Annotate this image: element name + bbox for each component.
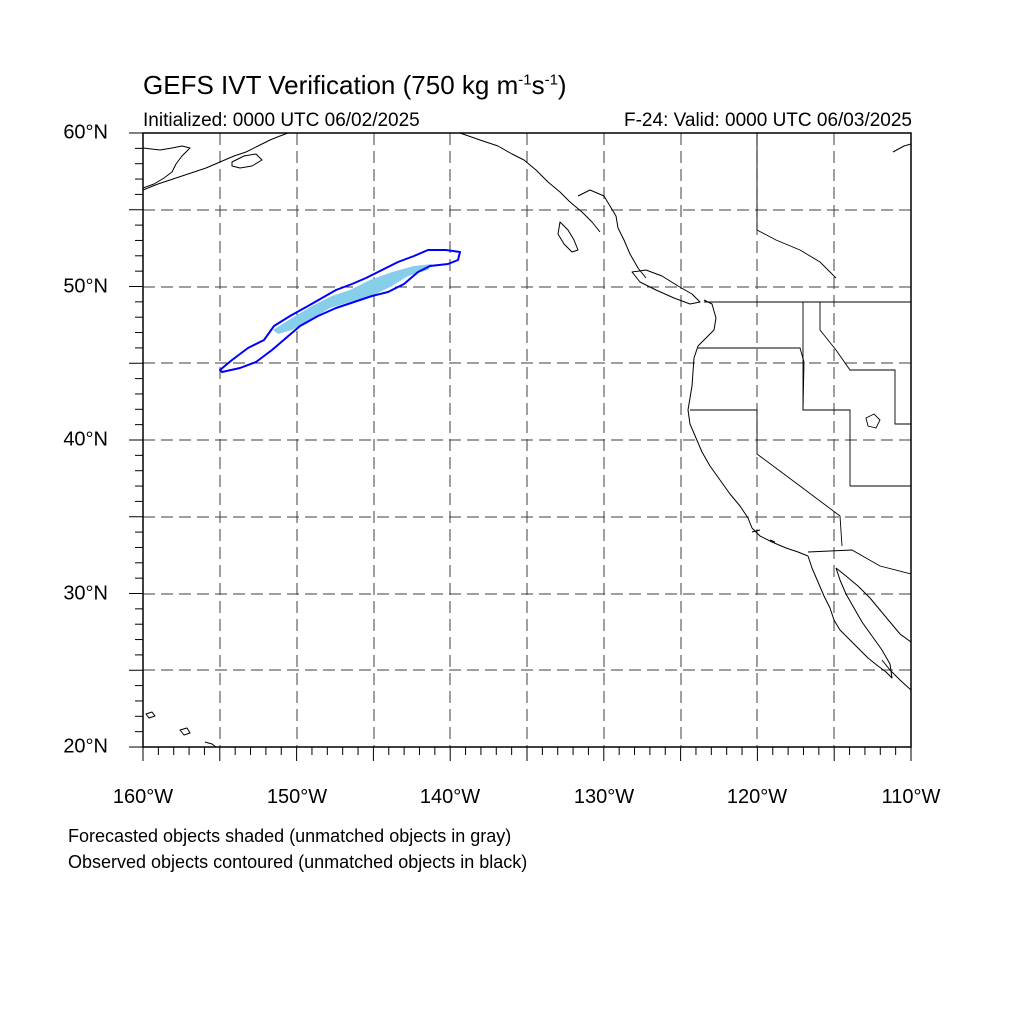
lat-label-20: 20°N bbox=[63, 735, 108, 758]
vancouver-island bbox=[631, 269, 701, 305]
lon-label-130w: 130°W bbox=[573, 786, 635, 808]
observed-ivt-contour bbox=[219, 249, 461, 373]
southeast-alaska-coast bbox=[459, 133, 601, 233]
hawaii-oahu bbox=[145, 711, 156, 719]
hawaii-maui bbox=[179, 727, 191, 736]
axis-ticks bbox=[129, 132, 912, 761]
alaska-peninsula-coast bbox=[143, 133, 289, 191]
lat-label-30: 30°N bbox=[63, 582, 108, 605]
observed-note: Observed objects contoured (unmatched ob… bbox=[68, 852, 528, 872]
lat-label-40: 40°N bbox=[63, 428, 108, 451]
lon-label-110w: 110°W bbox=[881, 786, 941, 808]
us-west-coast bbox=[687, 299, 809, 557]
forecast-note: Forecasted objects shaded (unmatched obj… bbox=[68, 826, 512, 846]
bc-coastline bbox=[577, 189, 647, 279]
lon-label-140w: 140°W bbox=[419, 786, 481, 808]
california-border bbox=[690, 409, 843, 547]
lon-label-120w: 120°W bbox=[726, 786, 788, 808]
kodiak-island bbox=[231, 153, 263, 169]
lon-label-150w: 150°W bbox=[266, 786, 328, 808]
mexico-mainland-coast bbox=[835, 567, 911, 643]
baja-california bbox=[807, 555, 893, 679]
lat-label-60: 60°N bbox=[63, 121, 108, 144]
lat-lon-grid bbox=[143, 133, 911, 747]
channel-islands bbox=[751, 529, 776, 543]
chart-title: GEFS IVT Verification (750 kg m-1s-1) bbox=[143, 70, 567, 100]
us-mexico-border bbox=[807, 549, 911, 575]
great-salt-lake bbox=[865, 413, 881, 429]
mexico-pacific-coast bbox=[881, 659, 911, 691]
idaho-border bbox=[802, 302, 851, 486]
forecast-ivt-object bbox=[273, 264, 432, 334]
haida-gwaii bbox=[557, 221, 579, 253]
hawaii-big-island bbox=[204, 741, 217, 747]
alaska-canada-border bbox=[756, 133, 837, 279]
hudson-coast bbox=[892, 143, 911, 153]
valid-time: F-24: Valid: 0000 UTC 06/03/2025 bbox=[624, 110, 912, 131]
washington-oregon-border bbox=[698, 347, 805, 411]
initialized-time: Initialized: 0000 UTC 06/02/2025 bbox=[143, 110, 420, 131]
lon-label-160w: 160°W bbox=[112, 786, 174, 808]
lat-label-50: 50°N bbox=[63, 275, 108, 298]
alaska-coastline bbox=[143, 145, 191, 189]
montana-border bbox=[819, 302, 911, 425]
